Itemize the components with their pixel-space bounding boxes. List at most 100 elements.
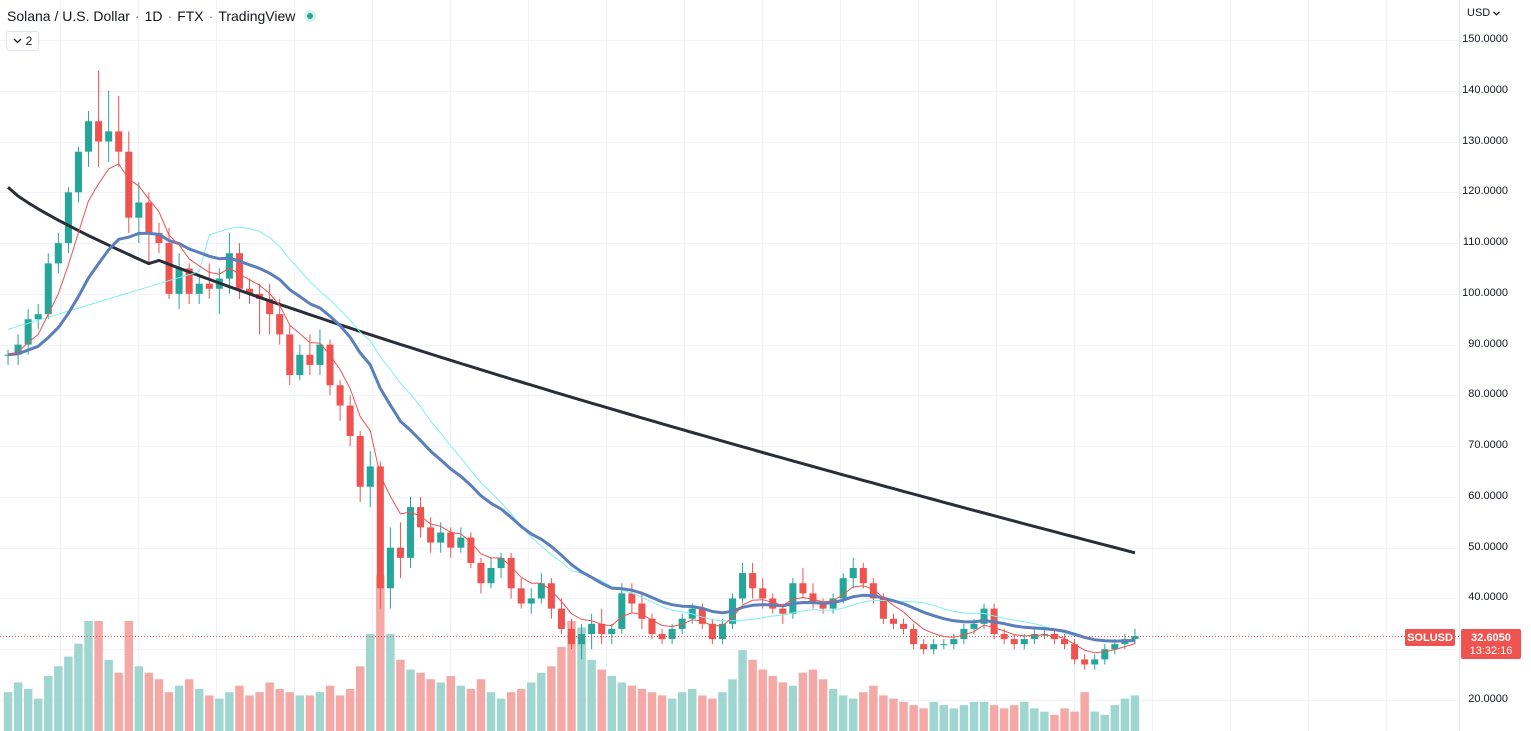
candle-body	[517, 588, 525, 604]
candle-body	[668, 628, 676, 640]
volume-bar	[728, 679, 737, 731]
volume-bar	[758, 669, 767, 731]
volume-bar	[506, 692, 516, 731]
volume-bar	[426, 679, 435, 731]
candle-body	[970, 623, 978, 629]
interval-label[interactable]: 1D	[144, 8, 163, 24]
candle-body	[1040, 634, 1048, 635]
ma-red-line	[7, 163, 1136, 654]
volume-bar	[275, 688, 284, 731]
candle-body	[557, 608, 565, 629]
volume-bars	[3, 575, 1140, 731]
volume-bar	[245, 695, 254, 731]
volume-bar	[84, 621, 93, 731]
indicators-toggle-button[interactable]: 2	[6, 31, 39, 51]
candle-body	[477, 562, 485, 584]
candle-body	[809, 593, 817, 604]
volume-bar	[255, 692, 264, 731]
volume-bar	[859, 692, 868, 731]
candle-body	[507, 557, 515, 589]
volume-bar	[929, 701, 938, 731]
candle-body	[749, 573, 757, 589]
volume-bar	[124, 621, 134, 731]
chevron-down-icon	[13, 38, 22, 44]
candle-body	[910, 628, 918, 645]
volume-bar	[1120, 698, 1130, 731]
volume-bar	[909, 705, 918, 731]
volume-bar	[64, 656, 73, 731]
volume-bar	[1030, 708, 1039, 731]
volume-bar	[406, 669, 415, 731]
volume-bar	[355, 666, 365, 731]
volume-bar	[3, 692, 13, 731]
candle-body	[74, 151, 82, 193]
candle-body	[105, 131, 113, 142]
candle-body	[95, 121, 103, 142]
price-tick-label: 20.0000	[1468, 693, 1508, 705]
volume-bar	[516, 688, 526, 731]
price-tick-label: 50.0000	[1468, 540, 1508, 553]
volume-bar	[376, 575, 385, 731]
volume-bar	[295, 695, 305, 731]
volume-bar	[587, 659, 596, 731]
price-tick-label: 70.0000	[1468, 439, 1508, 452]
price-tick-label: 150.0000	[1462, 33, 1508, 45]
exchange-label: FTX	[177, 8, 204, 24]
candle-body	[1101, 649, 1109, 660]
candle-body	[598, 623, 606, 634]
bar-countdown: 13:32:16	[1469, 644, 1513, 657]
candle-body	[467, 537, 475, 563]
volume-bar	[345, 688, 355, 731]
volume-bar	[889, 698, 898, 731]
volume-bar	[285, 692, 294, 731]
volume-bar	[808, 669, 818, 731]
candle-body	[225, 253, 233, 279]
candle-body	[286, 334, 294, 376]
volume-bar	[1070, 711, 1079, 731]
candle-body	[376, 466, 384, 589]
volume-bar	[657, 695, 667, 731]
candle-body	[386, 547, 394, 589]
candle-body	[718, 623, 726, 640]
candle-body	[789, 583, 797, 614]
symbol-title[interactable]: Solana / U.S. Dollar	[7, 8, 130, 24]
volume-bar	[104, 659, 113, 731]
volume-bar	[989, 705, 999, 731]
candle-body	[245, 288, 254, 294]
price-tick-label: 60.0000	[1468, 489, 1508, 502]
volume-bar	[1130, 695, 1140, 731]
volume-bar	[164, 692, 174, 731]
volume-bar	[557, 646, 566, 731]
price-tick-label: 100.0000	[1462, 286, 1508, 299]
volume-bar	[134, 666, 144, 731]
price-tick-label: 140.0000	[1462, 83, 1508, 96]
candle-body	[859, 568, 867, 584]
volume-bar	[486, 692, 496, 731]
volume-bar	[969, 701, 979, 731]
last-price-value: 32.6050	[1471, 631, 1511, 644]
candle-body	[406, 507, 415, 558]
volume-bar	[828, 688, 838, 731]
volume-bar	[1110, 705, 1120, 731]
currency-button[interactable]: USD	[1467, 5, 1501, 21]
candle-body	[44, 263, 52, 315]
volume-bar	[999, 708, 1009, 731]
market-status-icon[interactable]	[304, 10, 317, 22]
candle-body	[366, 466, 374, 487]
price-tick-label: 130.0000	[1462, 134, 1508, 147]
volume-bar	[44, 676, 53, 731]
volume-bar	[144, 672, 154, 731]
volume-bar	[677, 692, 687, 731]
price-tick-label: 110.0000	[1462, 236, 1508, 249]
volume-bar	[688, 688, 697, 731]
chevron-down-icon	[1493, 10, 1501, 16]
candle-body	[145, 202, 153, 233]
volume-bar	[1090, 711, 1099, 731]
volume-bar	[748, 659, 757, 731]
volume-bar	[466, 688, 476, 731]
candle-body	[578, 634, 586, 645]
volume-bar	[708, 698, 717, 731]
volume-bar	[366, 633, 375, 731]
volume-bar	[396, 659, 405, 731]
